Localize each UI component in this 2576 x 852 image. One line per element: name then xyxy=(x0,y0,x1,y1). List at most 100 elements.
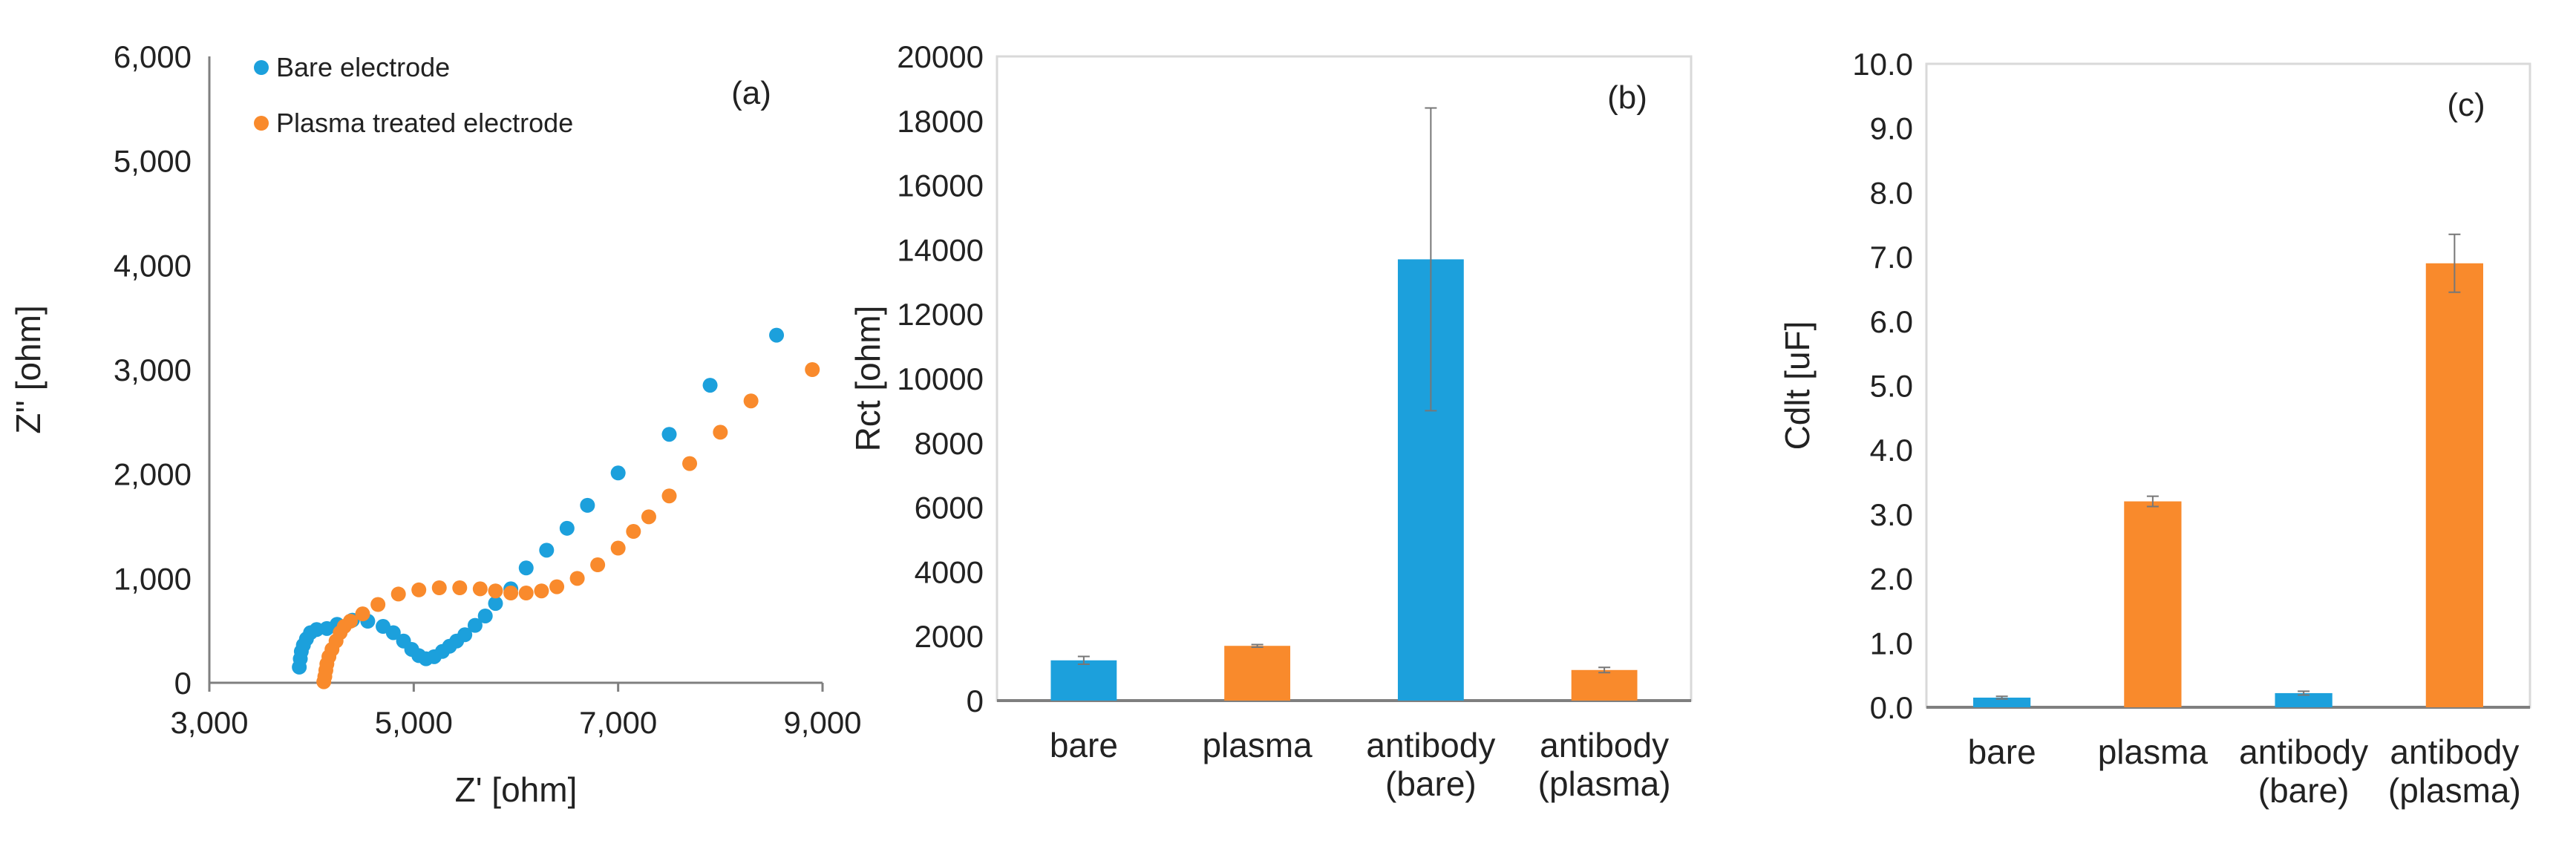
series-1-point xyxy=(390,586,406,602)
y-tick-label: 2000 xyxy=(915,619,984,654)
y-tick-label: 4000 xyxy=(915,554,984,589)
category-label-0: bare xyxy=(1050,726,1118,764)
y-tick-label: 7.0 xyxy=(1870,240,1913,275)
category-label-0: bare xyxy=(1968,733,2036,771)
y-axis-title: Z'' [ohm] xyxy=(9,305,48,434)
category-label-2: (bare) xyxy=(2258,771,2350,810)
y-tick-label: 10.0 xyxy=(1852,47,1913,82)
x-tick-label: 9,000 xyxy=(783,705,861,740)
y-tick-label: 16000 xyxy=(897,168,984,203)
bar-1 xyxy=(2124,501,2182,707)
panel-label: (c) xyxy=(2447,87,2485,123)
series-1-point xyxy=(488,583,503,599)
series-0-point xyxy=(580,497,595,513)
y-tick-label: 2,000 xyxy=(114,457,192,492)
category-label-2: antibody xyxy=(2239,733,2368,771)
series-0-point xyxy=(559,520,575,536)
y-axis-title: Cdlt [uF] xyxy=(1778,321,1817,450)
y-tick-label: 4.0 xyxy=(1870,433,1913,468)
category-label-3: antibody xyxy=(1540,726,1669,764)
y-tick-label: 3.0 xyxy=(1870,497,1913,532)
legend-marker-1 xyxy=(254,116,269,131)
series-1-point xyxy=(472,581,488,597)
series-1-point xyxy=(569,571,585,586)
series-1-point xyxy=(590,557,606,573)
y-tick-label: 12000 xyxy=(897,297,984,332)
y-tick-label: 18000 xyxy=(897,104,984,139)
y-tick-label: 6,000 xyxy=(114,39,192,74)
series-1-point xyxy=(370,597,386,612)
y-tick-label: 2.0 xyxy=(1870,562,1913,597)
legend-label-0: Bare electrode xyxy=(276,52,450,82)
panel-a-eis-plot: 0 1,000 2,000 3,000 4,000 5,000 6,000 3,000 5,00… xyxy=(9,39,862,809)
series-0-point xyxy=(518,560,534,576)
panel-label: (b) xyxy=(1607,79,1647,116)
category-label-1: plasma xyxy=(1202,726,1312,764)
x-axis-title: Z' [ohm] xyxy=(455,770,578,809)
series-1-point xyxy=(610,540,626,556)
y-tick-label: 5.0 xyxy=(1870,369,1913,404)
y-tick-label: 6.0 xyxy=(1870,304,1913,339)
series-0-point xyxy=(467,617,483,633)
bar-0 xyxy=(1973,697,2031,707)
y-tick-label: 20000 xyxy=(897,39,984,74)
series-1-point xyxy=(503,586,519,601)
category-label-2: antibody xyxy=(1366,726,1495,764)
series-1-point xyxy=(661,488,677,504)
panel-c-cdlt-bar-chart: 0.0 1.0 2.0 3.0 4.0 5.0 6.0 7.0 8.0 9.0 10.0 bare pl… xyxy=(1778,47,2531,810)
series-1-point xyxy=(805,362,820,377)
y-tick-label: 8000 xyxy=(915,426,984,461)
series-1-point xyxy=(342,614,358,629)
y-tick-label: 0 xyxy=(967,684,984,718)
y-tick-label: 9.0 xyxy=(1870,111,1913,146)
series-1-point xyxy=(518,586,534,601)
series-1-point xyxy=(431,580,447,595)
y-tick-label: 10000 xyxy=(897,361,984,396)
series-0-point xyxy=(702,378,718,393)
y-tick-label: 5,000 xyxy=(114,144,192,179)
y-tick-label: 8.0 xyxy=(1870,175,1913,210)
series-1-point xyxy=(641,509,656,525)
panel-b-rct-bar-chart: 0 2000 4000 6000 8000 10000 12000 14000 16000 180… xyxy=(849,39,1693,803)
series-1-point xyxy=(534,583,549,599)
series-0-point xyxy=(610,465,626,481)
y-tick-label: 0.0 xyxy=(1870,690,1913,725)
y-tick-label: 0 xyxy=(174,666,192,701)
y-tick-label: 3,000 xyxy=(114,353,192,387)
plot-frame xyxy=(996,55,1693,702)
category-label-1: plasma xyxy=(2098,733,2209,771)
series-0-point xyxy=(385,625,401,640)
series-0-point xyxy=(661,427,677,442)
category-label-3: antibody xyxy=(2390,733,2519,771)
category-label-3: (plasma) xyxy=(2388,771,2521,810)
legend-marker-0 xyxy=(254,60,269,75)
series-1-point xyxy=(411,582,427,597)
category-label-3: (plasma) xyxy=(1538,764,1671,803)
x-tick-label: 3,000 xyxy=(170,705,248,740)
y-tick-label: 6000 xyxy=(915,491,984,525)
bar-2 xyxy=(2275,692,2333,707)
bar-3 xyxy=(2425,263,2483,707)
y-tick-label: 4,000 xyxy=(114,248,192,283)
y-axis-title: Rct [ohm] xyxy=(849,306,887,452)
series-0-point xyxy=(457,627,473,643)
legend-label-1: Plasma treated electrode xyxy=(276,108,573,138)
panel-label: (a) xyxy=(731,75,771,111)
bar-1 xyxy=(1224,646,1291,701)
series-0-point xyxy=(477,608,493,623)
series-0-point xyxy=(769,327,785,343)
x-tick-label: 7,000 xyxy=(579,705,657,740)
bar-3 xyxy=(1571,669,1638,701)
y-tick-label: 1,000 xyxy=(114,561,192,596)
series-0-point xyxy=(539,543,555,558)
bar-0 xyxy=(1050,660,1117,701)
series-1-point xyxy=(626,524,641,540)
y-tick-label: 14000 xyxy=(897,232,984,267)
category-label-2: (bare) xyxy=(1385,764,1477,803)
series-1-point xyxy=(713,425,728,440)
series-1-point xyxy=(743,393,759,409)
series-1-point xyxy=(452,580,468,595)
x-tick-label: 5,000 xyxy=(375,705,453,740)
series-1-point xyxy=(682,456,698,471)
